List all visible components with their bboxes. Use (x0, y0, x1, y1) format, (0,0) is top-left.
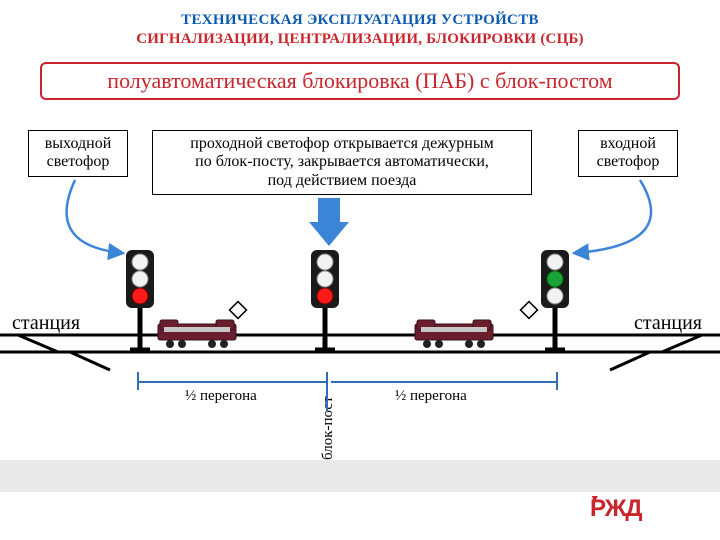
entry-signal (541, 250, 569, 350)
diamond-marker-left (230, 302, 247, 319)
title-box: полуавтоматическая блокировка (ПАБ) с бл… (40, 62, 680, 100)
pass-signal-desc: проходной светофор открывается дежурнымп… (190, 135, 493, 189)
pass-signal-desc-box: проходной светофор открывается дежурнымп… (152, 130, 532, 195)
exit-signal-label: выходнойсветофор (45, 135, 112, 170)
station-left-label: станция (12, 312, 80, 335)
station-right-label: станция (634, 312, 702, 335)
segment-right-label: ½ перегона (395, 388, 467, 405)
svg-text:РЖД: РЖД (590, 495, 642, 522)
title-text: полуавтоматическая блокировка (ПАБ) с бл… (107, 68, 612, 93)
rzd-logo-icon: РЖД (590, 492, 660, 522)
diamond-marker-right (521, 302, 538, 319)
header-line1: ТЕХНИЧЕСКАЯ ЭКСПЛУАТАЦИЯ УСТРОЙСТВ (0, 12, 720, 29)
entry-signal-label: входнойсветофор (597, 135, 660, 170)
entry-signal-label-box: входнойсветофор (578, 130, 678, 177)
header: ТЕХНИЧЕСКАЯ ЭКСПЛУАТАЦИЯ УСТРОЙСТВ СИГНА… (0, 0, 720, 48)
train-right (415, 320, 493, 348)
down-arrow-icon (309, 198, 349, 246)
segment-left-label: ½ перегона (185, 388, 257, 405)
exit-signal-label-box: выходнойсветофор (28, 130, 128, 177)
gray-bar (0, 460, 720, 492)
block-post-label: блок-пост (320, 396, 337, 460)
arrow-to-exit (67, 180, 122, 253)
train-left (158, 320, 236, 348)
pass-signal (311, 250, 339, 350)
arrow-to-entry (575, 180, 651, 253)
exit-signal (126, 250, 154, 350)
header-line2: СИГНАЛИЗАЦИИ, ЦЕНТРАЛИЗАЦИИ, БЛОКИРОВКИ … (0, 31, 720, 48)
tracks (0, 335, 720, 370)
